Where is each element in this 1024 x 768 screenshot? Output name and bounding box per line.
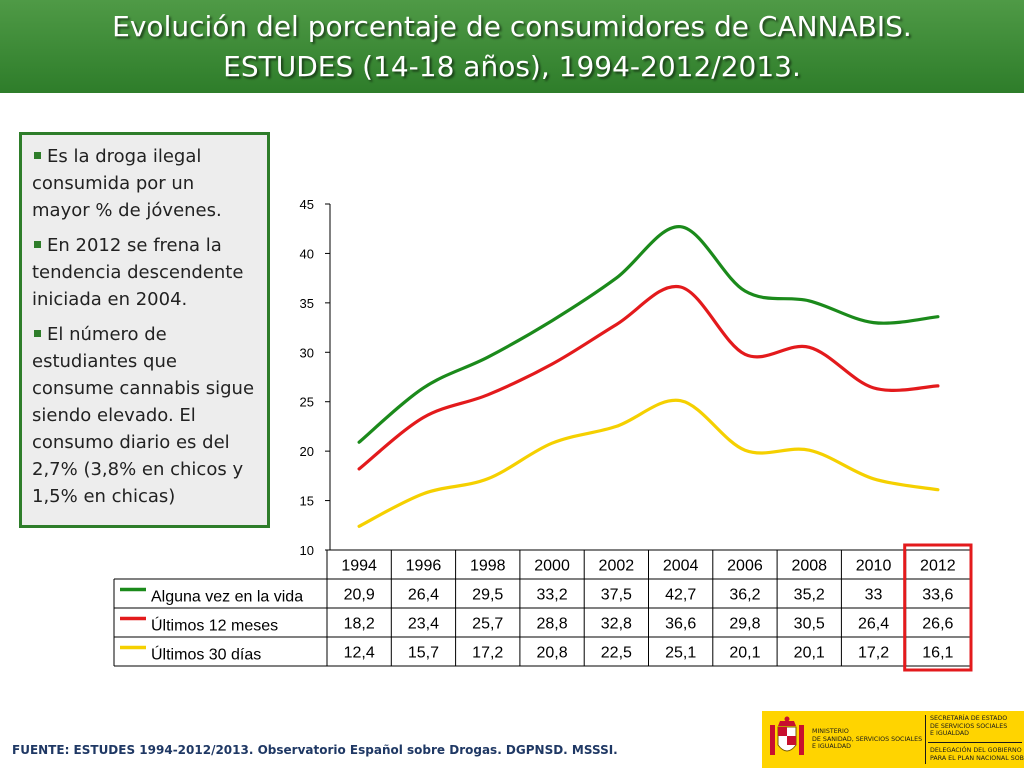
square-bullet-icon [34, 241, 41, 248]
y-tick-label: 40 [300, 246, 314, 261]
square-bullet-icon [34, 152, 41, 159]
y-tick-label: 25 [300, 395, 314, 410]
series-line-2 [357, 284, 940, 471]
notes-box: Es la droga ilegal consumida por un mayo… [19, 132, 270, 528]
data-label: 26,6 [922, 616, 953, 633]
data-label: 33,2 [536, 587, 567, 604]
data-label: 20,1 [794, 645, 825, 662]
legend-label: Alguna vez en la vida [151, 589, 303, 606]
data-label: 20,8 [536, 645, 567, 662]
x-tick-label: 2010 [856, 558, 892, 575]
secretaria-name: SECRETARÍA DE ESTADO DE SERVICIOS SOCIAL… [930, 715, 1008, 738]
x-tick-label: 2000 [534, 558, 570, 575]
y-tick-label: 30 [300, 345, 314, 360]
y-tick-label: 15 [300, 494, 314, 509]
data-label: 17,2 [858, 645, 889, 662]
legend-label: Últimos 30 días [151, 645, 261, 664]
slide-title-line-1: Evolución del porcentaje de consumidores… [112, 10, 912, 43]
data-label: 26,4 [408, 587, 439, 604]
data-label: 28,8 [536, 616, 567, 633]
ministry-name: MINISTERIO DE SANIDAD, SERVICIOS SOCIALE… [812, 728, 923, 751]
x-tick-label: 2012 [920, 558, 956, 575]
data-label: 17,2 [472, 645, 503, 662]
note-text: El número de estudiantes que consume can… [32, 324, 255, 507]
data-label: 37,5 [601, 587, 632, 604]
x-tick-label: 1998 [470, 558, 506, 575]
x-tick-label: 2004 [663, 558, 699, 575]
data-label: 36,6 [665, 616, 696, 633]
data-label: 33 [865, 587, 883, 604]
x-tick-label: 2008 [791, 558, 827, 575]
legend-label: Últimos 12 meses [151, 616, 278, 635]
source-note: FUENTE: ESTUDES 1994-2012/2013. Observat… [12, 743, 618, 757]
data-label: 29,5 [472, 587, 503, 604]
delegacion-name: DELEGACIÓN DEL GOBIERNO PARA EL PLAN NAC… [930, 747, 1024, 762]
data-label: 15,7 [408, 645, 439, 662]
note-text: Es la droga ilegal consumida por un mayo… [32, 146, 222, 221]
data-label: 20,9 [344, 587, 375, 604]
x-tick-label: 1994 [341, 558, 377, 575]
data-label: 33,6 [922, 587, 953, 604]
x-tick-label: 2006 [727, 558, 763, 575]
series-line-3 [357, 398, 940, 528]
y-tick-label: 35 [300, 296, 314, 311]
ministry-logo: MINISTERIO DE SANIDAD, SERVICIOS SOCIALE… [762, 711, 1024, 768]
note-item: El número de estudiantes que consume can… [32, 321, 257, 510]
title-bar: Evolución del porcentaje de consumidores… [0, 0, 1024, 93]
y-tick-label: 20 [300, 444, 314, 459]
data-label: 22,5 [601, 645, 632, 662]
data-label: 42,7 [665, 587, 696, 604]
data-label: 29,8 [729, 616, 760, 633]
data-label: 36,2 [729, 587, 760, 604]
logo-divider [928, 742, 1022, 743]
note-item: En 2012 se frena la tendencia descendent… [32, 232, 257, 313]
data-label: 30,5 [794, 616, 825, 633]
highlight-box [903, 543, 973, 672]
data-label: 26,4 [858, 616, 889, 633]
note-item: Es la droga ilegal consumida por un mayo… [32, 143, 257, 224]
data-label: 20,1 [729, 645, 760, 662]
x-tick-label: 2002 [599, 558, 635, 575]
logo-divider [925, 715, 926, 764]
data-label: 16,1 [922, 645, 953, 662]
slide-title-line-2: ESTUDES (14-18 años), 1994-2012/2013. [223, 50, 801, 83]
data-label: 35,2 [794, 587, 825, 604]
data-label: 23,4 [408, 616, 439, 633]
data-label: 18,2 [344, 616, 375, 633]
y-tick-label: 10 [300, 543, 314, 558]
data-label: 32,8 [601, 616, 632, 633]
square-bullet-icon [34, 330, 41, 337]
series-line-1 [357, 225, 940, 444]
data-label: 12,4 [344, 645, 375, 662]
y-tick-label: 45 [300, 197, 314, 212]
x-tick-label: 1996 [406, 558, 442, 575]
coat-of-arms-icon [770, 716, 804, 755]
data-label: 25,7 [472, 616, 503, 633]
note-text: En 2012 se frena la tendencia descendent… [32, 235, 244, 310]
data-label: 25,1 [665, 645, 696, 662]
